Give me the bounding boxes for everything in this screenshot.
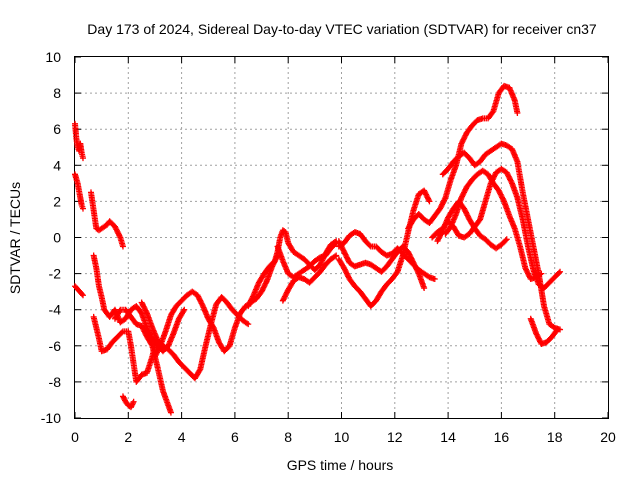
data-point bbox=[431, 276, 438, 283]
series-track-2 bbox=[72, 120, 86, 162]
data-point bbox=[245, 321, 252, 328]
y-tick-label: 6 bbox=[53, 121, 61, 137]
y-tick-label: 2 bbox=[53, 193, 61, 209]
data-point bbox=[79, 205, 86, 212]
data-point bbox=[148, 341, 155, 348]
data-point bbox=[209, 323, 216, 330]
data-point bbox=[119, 243, 126, 250]
x-tick-label: 16 bbox=[494, 429, 510, 445]
data-point bbox=[196, 367, 203, 374]
data-point bbox=[78, 291, 85, 298]
y-tick-label: 10 bbox=[45, 49, 61, 65]
plot-frame bbox=[74, 56, 609, 419]
data-point bbox=[167, 409, 174, 416]
y-tick-label: -2 bbox=[49, 266, 62, 282]
x-tick-label: 10 bbox=[334, 429, 350, 445]
y-tick-label: -4 bbox=[49, 302, 62, 318]
data-point bbox=[426, 198, 433, 205]
data-point bbox=[476, 217, 483, 224]
data-point bbox=[421, 285, 428, 292]
data-point bbox=[79, 155, 86, 162]
x-tick-label: 14 bbox=[440, 429, 456, 445]
data-point bbox=[503, 236, 510, 243]
x-tick-label: 4 bbox=[178, 429, 186, 445]
series-track-17 bbox=[405, 82, 521, 232]
series-track-21 bbox=[429, 165, 564, 292]
series-track-8 bbox=[111, 306, 174, 416]
series-track-7 bbox=[119, 393, 137, 411]
x-tick-label: 12 bbox=[387, 429, 403, 445]
data-point bbox=[514, 109, 521, 116]
x-tick-label: 2 bbox=[124, 429, 132, 445]
series-track-1 bbox=[72, 283, 86, 299]
series-track-22 bbox=[527, 315, 561, 347]
tick-labels: 0 2 4 6 8 10 12 14 16 18 20 -10 -8 -6 -4 -2 0 2 4 6 8 10 bbox=[41, 49, 616, 445]
data-point bbox=[555, 269, 562, 276]
series-track-5 bbox=[90, 252, 188, 355]
data-marks bbox=[72, 82, 564, 416]
series-track-4 bbox=[87, 189, 126, 250]
series-track-16 bbox=[335, 187, 433, 310]
axis-ticks bbox=[74, 56, 609, 419]
y-tick-label: -8 bbox=[49, 374, 62, 390]
data-point bbox=[118, 329, 125, 336]
y-tick-label: 8 bbox=[53, 85, 61, 101]
series-track-13 bbox=[279, 252, 340, 304]
data-point bbox=[130, 398, 137, 405]
x-axis-label: GPS time / hours bbox=[287, 457, 394, 473]
data-point bbox=[554, 326, 561, 333]
y-tick-label: 0 bbox=[53, 230, 61, 246]
data-point bbox=[243, 320, 250, 327]
y-tick-label: 4 bbox=[53, 157, 61, 173]
series-track-3 bbox=[72, 171, 86, 212]
data-point bbox=[79, 292, 86, 299]
y-tick-label: -6 bbox=[49, 338, 62, 354]
data-point bbox=[553, 327, 560, 334]
x-tick-label: 0 bbox=[71, 429, 79, 445]
x-tick-label: 18 bbox=[547, 429, 563, 445]
data-point bbox=[538, 270, 545, 277]
data-point bbox=[366, 242, 373, 249]
y-axis-label: SDTVAR / TECUs bbox=[7, 182, 23, 294]
data-point bbox=[333, 252, 340, 259]
data-point bbox=[489, 109, 496, 116]
chart-title: Day 173 of 2024, Sidereal Day-to-day VTE… bbox=[87, 21, 597, 37]
data-point bbox=[502, 237, 509, 244]
data-point bbox=[180, 307, 187, 314]
data-point bbox=[332, 240, 339, 247]
y-tick-label: -10 bbox=[41, 410, 61, 426]
x-tick-label: 6 bbox=[231, 429, 239, 445]
data-point bbox=[557, 268, 564, 275]
data-point bbox=[181, 306, 188, 313]
x-tick-label: 8 bbox=[284, 429, 292, 445]
data-point bbox=[537, 271, 544, 278]
series-track-19 bbox=[442, 167, 545, 283]
series-track-12 bbox=[274, 239, 340, 281]
data-point bbox=[331, 253, 338, 260]
series-track-6 bbox=[90, 313, 158, 385]
x-tick-label: 20 bbox=[600, 429, 616, 445]
grid-lines bbox=[75, 57, 608, 418]
